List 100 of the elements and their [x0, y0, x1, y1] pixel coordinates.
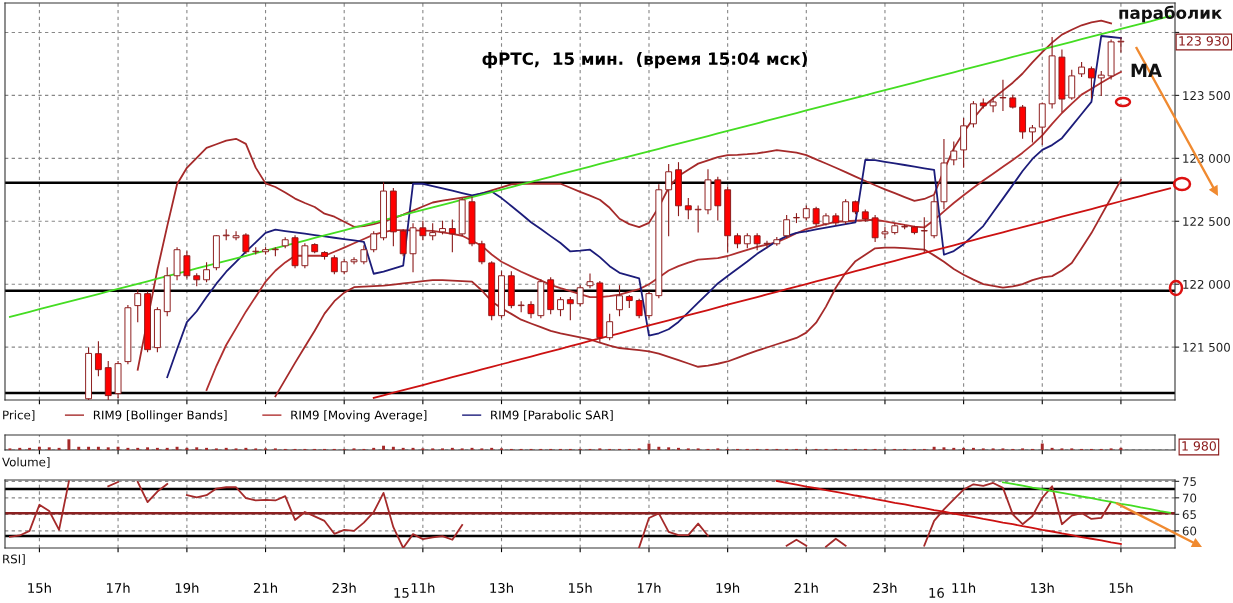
bar: [77, 446, 81, 450]
text: фРТС, 15 мин. (время 15:04 мск): [482, 52, 807, 69]
annotation: параболик: [1119, 5, 1222, 23]
candlestick: [419, 220, 427, 241]
bar: [411, 447, 415, 450]
x-tick-label: 15h: [569, 582, 592, 593]
bar: [667, 447, 671, 450]
line-series: [775, 480, 1122, 545]
x-tick-label: 19h: [175, 582, 199, 593]
y-tick-label: 60: [1182, 526, 1197, 536]
bar: [391, 446, 395, 450]
x-tick-label: 21h: [794, 582, 818, 593]
bar: [952, 447, 956, 450]
candlestick: [301, 243, 309, 269]
candlestick: [232, 231, 240, 241]
bar: [96, 446, 100, 450]
bar: [971, 447, 975, 450]
candlestick: [970, 101, 977, 128]
candlestick: [842, 199, 850, 225]
x-tick-label: 19h: [716, 582, 740, 593]
candlestick: [478, 240, 486, 265]
x-tick-label: 17h: [106, 582, 130, 593]
candlestick: [350, 257, 358, 265]
candlestick: [576, 285, 584, 307]
bar: [18, 447, 22, 450]
x-tick-label: 21h: [253, 582, 277, 593]
line-series: [274, 179, 1122, 398]
bar: [28, 447, 32, 450]
legend-label: RIM9 [Parabolic SAR]: [491, 410, 613, 421]
x-tick-label: 17h: [637, 582, 661, 593]
bar: [205, 447, 209, 450]
candlestick: [999, 79, 1007, 112]
candlestick: [1087, 66, 1095, 99]
y-tick-label: 121 500: [1183, 342, 1230, 352]
legend-label: RIM9 [Bollinger Bands]: [93, 410, 227, 422]
bar: [165, 447, 169, 450]
bar: [175, 446, 179, 450]
bar: [57, 447, 61, 450]
candlestick: [881, 227, 889, 239]
bar: [146, 447, 150, 450]
x-tick-label: 13h: [1031, 582, 1054, 593]
candlestick: [203, 262, 210, 283]
bar: [244, 447, 248, 450]
y-tick-label: 123 500: [1183, 91, 1230, 101]
bar: [657, 446, 661, 450]
candlestick: [1068, 69, 1076, 100]
bar: [677, 447, 680, 450]
bar: [87, 446, 91, 450]
bar: [1119, 447, 1123, 450]
bar: [106, 447, 110, 450]
x-tick-label: 23h: [873, 582, 897, 593]
bar: [962, 447, 966, 450]
text: 16: [929, 587, 944, 598]
candlestick: [1038, 102, 1046, 146]
bar: [490, 447, 494, 450]
candlestick: [1117, 37, 1125, 53]
x-tick-label: 15h: [1109, 582, 1133, 593]
bar: [382, 445, 385, 450]
legend-label: RIM9 [Moving Average]: [291, 410, 427, 422]
bar: [155, 447, 159, 450]
candlestick: [242, 233, 250, 254]
candlestick: [871, 215, 879, 242]
bar: [932, 446, 936, 450]
candlestick: [448, 219, 456, 253]
candlestick: [812, 206, 820, 227]
candlestick: [684, 198, 692, 220]
y-tick-label: 65: [1182, 510, 1196, 519]
bar: [47, 447, 51, 450]
candlestick: [566, 297, 574, 321]
text: 123 930: [1179, 36, 1229, 46]
text: Volume]: [2, 457, 50, 468]
candlestick: [586, 273, 594, 289]
bar: [372, 447, 376, 450]
candlestick: [183, 251, 191, 279]
candlestick: [399, 229, 407, 257]
candlestick: [370, 231, 378, 253]
candlestick: [950, 141, 958, 166]
bar: [126, 447, 130, 450]
bar: [136, 447, 140, 450]
x-tick-label: 23h: [332, 582, 356, 593]
bar: [450, 447, 454, 450]
bar: [1040, 443, 1044, 450]
text: 15: [394, 588, 409, 598]
candlestick: [665, 164, 673, 237]
bar: [224, 447, 228, 450]
line-series: [205, 70, 1122, 391]
y-tick-label: 122 500: [1183, 216, 1230, 226]
text: RSI]: [3, 554, 25, 565]
candlestick: [635, 298, 643, 319]
bar: [116, 446, 120, 450]
candlestick: [606, 313, 614, 341]
x-tick-label: 13h: [490, 582, 513, 593]
bar: [67, 439, 71, 450]
x-tick-label: 11h: [411, 582, 435, 593]
text: Price]: [3, 410, 35, 421]
bar: [1050, 447, 1054, 450]
candlestick: [616, 285, 623, 317]
bar: [37, 446, 41, 450]
candlestick: [645, 291, 653, 319]
candlestick: [783, 215, 791, 239]
